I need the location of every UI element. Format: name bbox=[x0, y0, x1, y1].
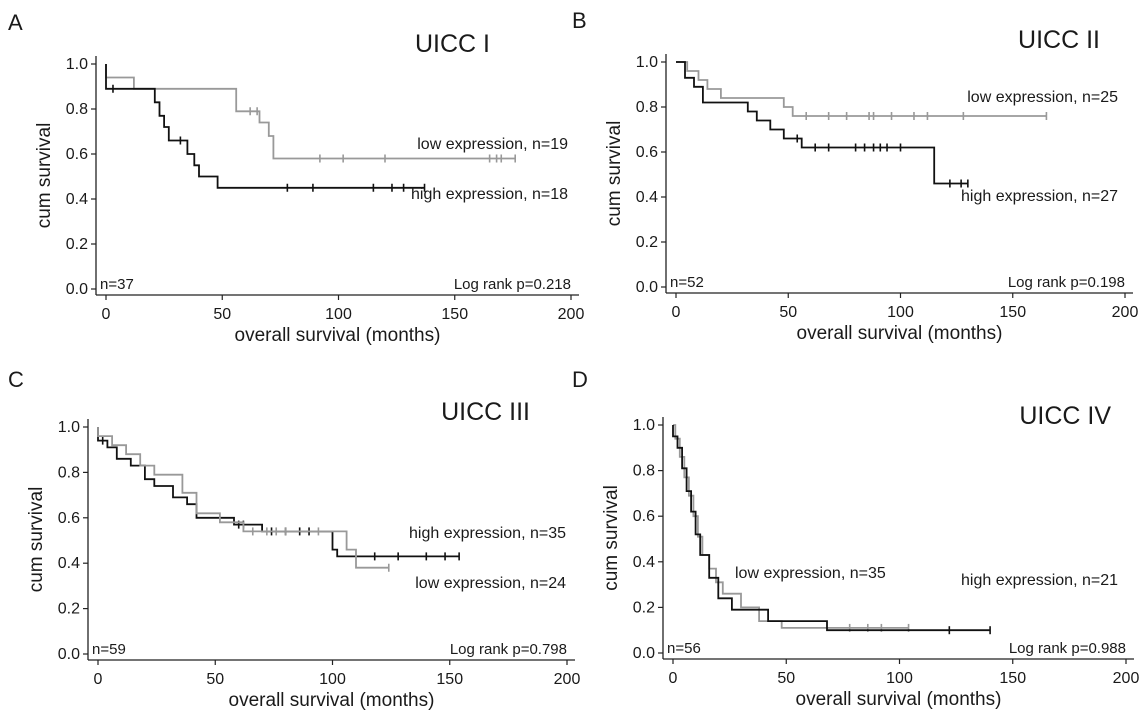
x-tick-label: 100 bbox=[887, 304, 914, 321]
x-tick-label: 50 bbox=[213, 306, 231, 323]
panel-letter: A bbox=[8, 10, 23, 35]
survival-curve-low bbox=[97, 427, 389, 569]
x-axis-title: overall survival (months) bbox=[797, 323, 1003, 344]
y-tick-label: 0.4 bbox=[633, 554, 655, 571]
logrank-label: Log rank p=0.798 bbox=[450, 641, 567, 658]
x-tick-label: 50 bbox=[777, 670, 795, 687]
panel-title: UICC III bbox=[441, 398, 530, 426]
panel-a: A UICC I 0.0 0.2 0.4 0.6 0.8 1.0 0 50 100 150 200 ove… bbox=[8, 10, 584, 346]
n-label: n=59 bbox=[92, 641, 126, 658]
x-tick-label: 150 bbox=[441, 306, 468, 323]
y-tick-label: 0.0 bbox=[66, 281, 88, 298]
y-axis-title: cum survival bbox=[34, 123, 55, 229]
series-label-high: high expression, n=21 bbox=[961, 572, 1118, 589]
panel-d: D UICC IV 0.0 0.2 0.4 0.6 0.8 1.0 0 50 100 150 200 ov… bbox=[572, 367, 1139, 710]
x-tick-label: 50 bbox=[206, 671, 224, 688]
series-label-high: high expression, n=18 bbox=[411, 186, 568, 203]
y-tick-label: 0.2 bbox=[636, 234, 658, 251]
n-label: n=37 bbox=[100, 276, 134, 293]
y-tick-label: 0.4 bbox=[66, 191, 88, 208]
y-axis-title: cum survival bbox=[604, 121, 625, 227]
x-tick-label: 200 bbox=[558, 306, 585, 323]
logrank-label: Log rank p=0.988 bbox=[1009, 640, 1126, 657]
y-tick-label: 0.2 bbox=[633, 599, 655, 616]
series-label-low: low expression, n=19 bbox=[417, 136, 568, 153]
logrank-label: Log rank p=0.198 bbox=[1008, 274, 1125, 291]
x-tick-label: 200 bbox=[554, 671, 581, 688]
y-tick-label: 0.0 bbox=[633, 645, 655, 662]
logrank-label: Log rank p=0.218 bbox=[454, 276, 571, 293]
x-tick-label: 100 bbox=[319, 671, 346, 688]
panel-title: UICC I bbox=[415, 30, 490, 58]
panel-letter: D bbox=[572, 367, 588, 392]
survival-curve-high bbox=[97, 427, 460, 558]
x-tick-label: 200 bbox=[1113, 670, 1139, 687]
survival-curve-high bbox=[105, 64, 425, 189]
n-label: n=56 bbox=[667, 640, 701, 657]
survival-curve-low bbox=[673, 424, 909, 629]
y-tick-label: 0.0 bbox=[58, 646, 80, 663]
survival-curve-high bbox=[676, 61, 968, 185]
y-tick-label: 0.6 bbox=[66, 146, 88, 163]
x-tick-label: 100 bbox=[325, 306, 352, 323]
panel-letter: B bbox=[572, 8, 587, 33]
x-tick-label: 100 bbox=[886, 670, 913, 687]
panel-title: UICC II bbox=[1018, 26, 1100, 54]
y-tick-label: 1.0 bbox=[66, 56, 88, 73]
x-tick-label: 200 bbox=[1112, 304, 1139, 321]
x-axis-title: overall survival (months) bbox=[235, 325, 441, 346]
survival-curve-low bbox=[105, 64, 516, 160]
y-axis-title: cum survival bbox=[26, 487, 47, 593]
series-label-low: low expression, n=25 bbox=[967, 89, 1118, 106]
x-tick-label: 150 bbox=[999, 304, 1026, 321]
panel-c: C UICC III 0.0 0.2 0.4 0.6 0.8 1.0 0 50 100 150 200 o… bbox=[8, 367, 580, 711]
x-tick-label: 0 bbox=[672, 304, 681, 321]
x-tick-label: 0 bbox=[669, 670, 678, 687]
y-tick-label: 1.0 bbox=[633, 417, 655, 434]
y-tick-label: 0.4 bbox=[636, 189, 658, 206]
x-axis-title: overall survival (months) bbox=[229, 690, 435, 711]
y-tick-label: 0.6 bbox=[633, 508, 655, 525]
x-tick-label: 0 bbox=[94, 671, 103, 688]
survival-curve-low bbox=[676, 61, 1047, 117]
y-tick-label: 0.8 bbox=[636, 99, 658, 116]
y-tick-label: 1.0 bbox=[636, 54, 658, 71]
x-tick-label: 50 bbox=[779, 304, 797, 321]
panel-letter: C bbox=[8, 367, 24, 392]
y-tick-label: 0.2 bbox=[58, 601, 80, 618]
x-tick-label: 150 bbox=[436, 671, 463, 688]
panel-b: B UICC II 0.0 0.2 0.4 0.6 0.8 1.0 0 50 100 150 200 ov… bbox=[572, 8, 1138, 344]
y-tick-label: 0.6 bbox=[636, 144, 658, 161]
x-tick-label: 150 bbox=[999, 670, 1026, 687]
y-tick-label: 0.0 bbox=[636, 279, 658, 296]
n-label: n=52 bbox=[670, 274, 704, 291]
series-label-low: low expression, n=24 bbox=[415, 575, 566, 592]
y-tick-label: 1.0 bbox=[58, 419, 80, 436]
y-tick-label: 0.8 bbox=[58, 464, 80, 481]
x-tick-label: 0 bbox=[102, 306, 111, 323]
panel-title: UICC IV bbox=[1019, 402, 1111, 430]
y-tick-label: 0.2 bbox=[66, 236, 88, 253]
series-label-high: high expression, n=35 bbox=[409, 525, 566, 542]
y-tick-label: 0.6 bbox=[58, 510, 80, 527]
y-tick-label: 0.8 bbox=[633, 463, 655, 480]
y-tick-label: 0.8 bbox=[66, 101, 88, 118]
survival-curve-high bbox=[672, 425, 991, 632]
series-label-high: high expression, n=27 bbox=[961, 188, 1118, 205]
x-axis-title: overall survival (months) bbox=[796, 689, 1002, 710]
series-label-low: low expression, n=35 bbox=[735, 565, 886, 582]
y-axis-title: cum survival bbox=[601, 485, 622, 591]
y-tick-label: 0.4 bbox=[58, 555, 80, 572]
